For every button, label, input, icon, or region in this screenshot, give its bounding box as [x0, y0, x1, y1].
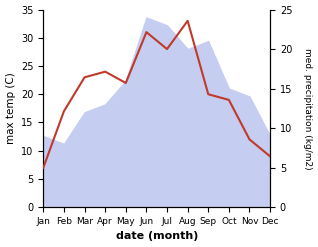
Y-axis label: med. precipitation (kg/m2): med. precipitation (kg/m2): [303, 48, 313, 169]
Y-axis label: max temp (C): max temp (C): [5, 72, 16, 144]
X-axis label: date (month): date (month): [115, 231, 198, 242]
